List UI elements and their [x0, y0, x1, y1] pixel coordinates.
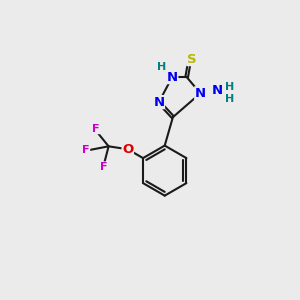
- Text: N: N: [212, 85, 223, 98]
- Text: H: H: [225, 82, 234, 92]
- Text: F: F: [92, 124, 100, 134]
- Text: N: N: [153, 96, 164, 109]
- Text: O: O: [122, 143, 134, 156]
- Text: F: F: [100, 162, 108, 172]
- Text: H: H: [157, 62, 167, 72]
- Text: N: N: [167, 70, 178, 84]
- Text: H: H: [225, 94, 234, 103]
- Text: F: F: [82, 145, 90, 155]
- Text: N: N: [195, 87, 206, 100]
- Text: S: S: [187, 52, 196, 66]
